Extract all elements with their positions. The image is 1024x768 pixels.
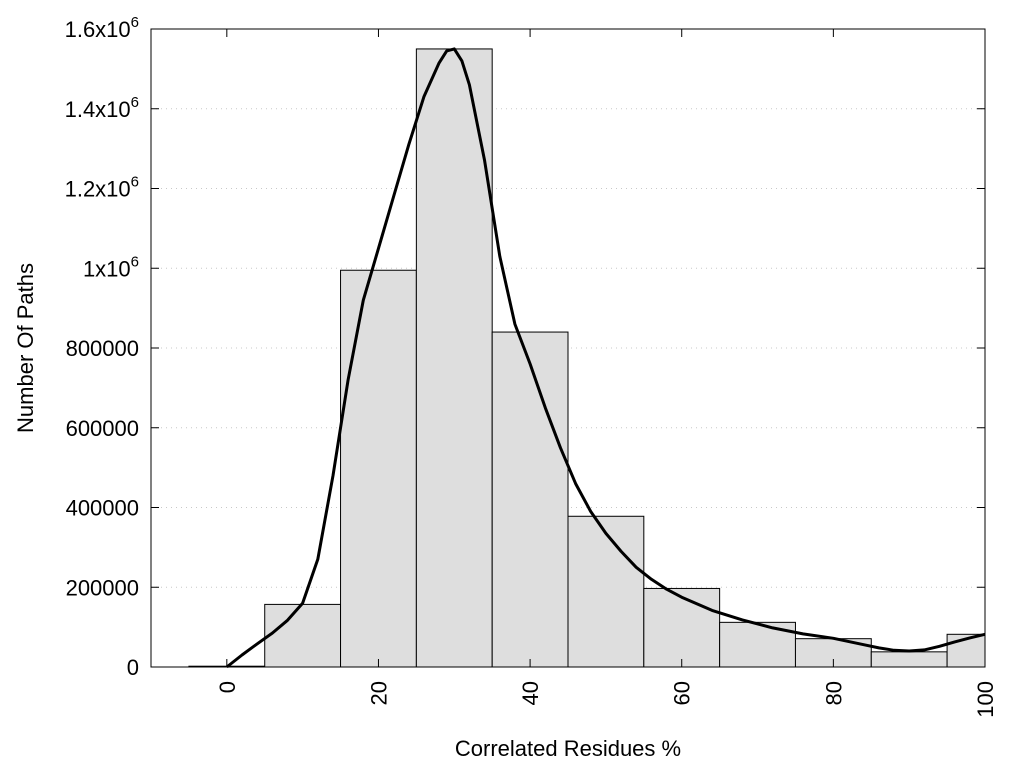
histogram-bar [643,587,721,668]
y-tick-label-exponent: 6 [131,174,139,191]
y-tick-label-base: 1.2x10 [65,177,131,202]
y-tick-label: 1.2x106 [65,174,139,202]
y-tick-label: 1.6x106 [65,14,139,42]
y-tick-label-base: 1.4x10 [65,97,131,122]
y-tick-label-base: 1.6x10 [65,17,131,42]
y-tick-label: 800000 [66,336,139,361]
y-tick-label-base: 800000 [66,336,139,361]
grid-lines [151,108,985,588]
histogram-bar [415,48,493,668]
y-tick-label: 1x106 [83,253,139,281]
y-tick-label: 400000 [66,496,139,521]
x-tick-label: 80 [821,681,846,705]
x-axis-label: Correlated Residues % [455,736,681,761]
density-curve-layer [225,47,986,669]
y-tick-label-base: 200000 [66,575,139,600]
x-tick-label: 60 [670,681,695,705]
histogram-bar [264,603,342,668]
y-tick-label-base: 400000 [66,496,139,521]
histogram-bars [188,48,986,668]
histogram-bar [567,515,645,668]
x-tick-label: 0 [215,681,240,693]
histogram-bar [870,651,948,668]
y-tick-label-exponent: 6 [131,14,139,31]
y-tick-label-base: 0 [127,655,139,680]
y-tick-label: 0 [127,655,139,680]
y-tick-label-exponent: 6 [131,94,139,111]
x-tick-label: 20 [366,681,391,705]
y-tick-label-base: 1x10 [83,256,131,281]
y-tick-label-exponent: 6 [131,253,139,270]
y-tick-label: 1.4x106 [65,94,139,122]
y-tick-label: 200000 [66,575,139,600]
x-tick-labels: 0 20 40 60 80 100 [215,681,998,718]
axis-ticks [151,28,986,668]
y-tick-labels: 02000004000006000008000001x1061.2x1061.4… [65,14,139,680]
histogram-bar [491,331,569,668]
density-curve [225,47,986,669]
x-tick-label: 100 [973,681,998,718]
y-axis-label: Number Of Paths [13,263,38,433]
histogram-bar [340,269,417,668]
x-tick-label: 40 [518,681,543,705]
y-tick-label: 600000 [66,416,139,441]
y-tick-label-base: 600000 [66,416,139,441]
